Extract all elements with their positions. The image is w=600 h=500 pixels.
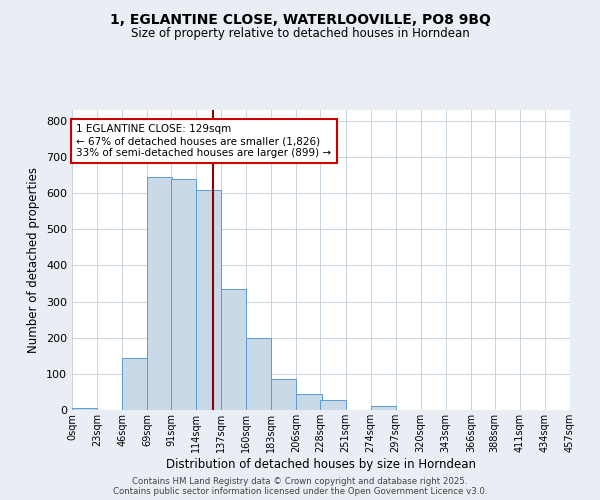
Bar (296, 394, 322, 410)
Bar (72, 408, 97, 410)
Text: Contains public sector information licensed under the Open Government Licence v3: Contains public sector information licen… (113, 487, 487, 496)
Bar (221, 289, 247, 410)
Bar (247, 338, 271, 410)
Text: 1 EGLANTINE CLOSE: 129sqm
← 67% of detached houses are smaller (1,826)
33% of se: 1 EGLANTINE CLOSE: 129sqm ← 67% of detac… (76, 124, 331, 158)
X-axis label: Distribution of detached houses by size in Horndean: Distribution of detached houses by size … (166, 458, 476, 470)
Bar (147, 177, 172, 410)
Bar (271, 380, 296, 410)
Text: Size of property relative to detached houses in Horndean: Size of property relative to detached ho… (131, 28, 469, 40)
Bar (371, 406, 395, 410)
Text: 1, EGLANTINE CLOSE, WATERLOOVILLE, PO8 9BQ: 1, EGLANTINE CLOSE, WATERLOOVILLE, PO8 9… (110, 12, 490, 26)
Bar (320, 400, 346, 410)
Bar (196, 190, 221, 410)
Text: Contains HM Land Registry data © Crown copyright and database right 2025.: Contains HM Land Registry data © Crown c… (132, 477, 468, 486)
Y-axis label: Number of detached properties: Number of detached properties (28, 167, 40, 353)
Bar (122, 358, 147, 410)
Bar (171, 178, 196, 410)
